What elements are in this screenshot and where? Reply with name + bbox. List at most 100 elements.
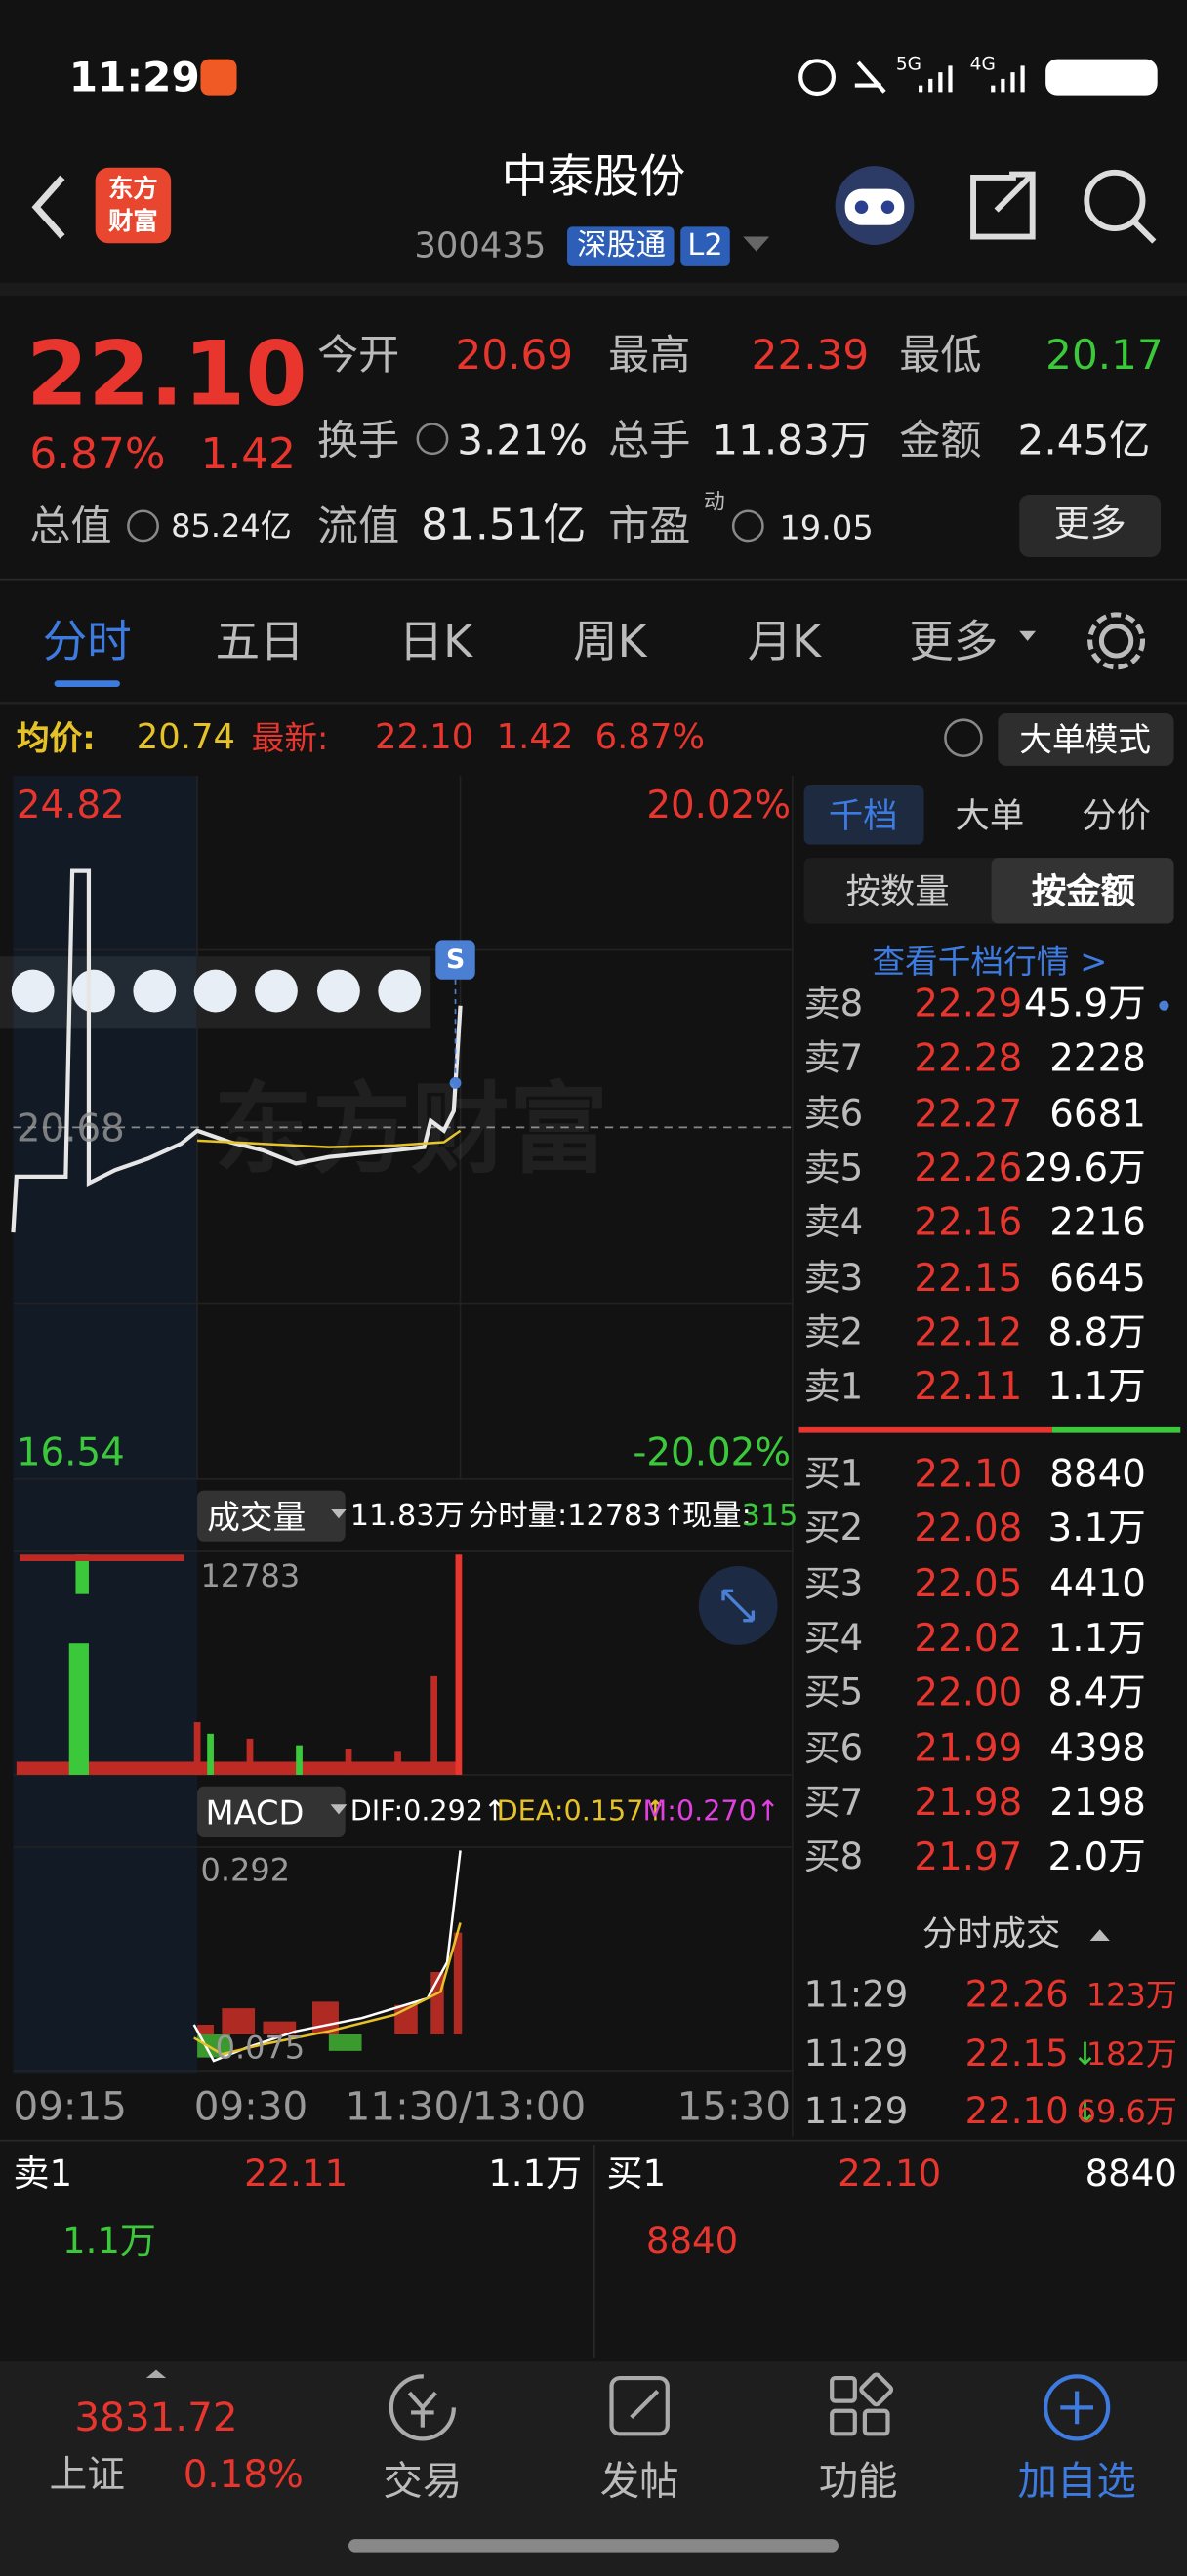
more-button-label[interactable]: 更多 bbox=[1053, 504, 1126, 546]
avg-price: 20.74 bbox=[136, 717, 236, 757]
x-axis-label: 09:30 bbox=[193, 2083, 308, 2130]
stat-label: 总值 bbox=[29, 502, 112, 550]
shape bbox=[75, 1554, 89, 1594]
bq-volume: 8840 bbox=[1085, 2153, 1177, 2196]
shape bbox=[193, 1722, 201, 1775]
book-volume: 45.9万 bbox=[1023, 983, 1146, 1026]
nav-item[interactable]: 交易 bbox=[383, 2458, 463, 2505]
bq-volume: 1.1万 bbox=[488, 2153, 583, 2196]
book-level: 买4 bbox=[803, 1618, 864, 1660]
volume-max: 12783 bbox=[200, 1558, 301, 1595]
book-sub-tab[interactable]: 按数量 bbox=[845, 871, 950, 911]
period-tab[interactable]: 五日 bbox=[215, 617, 305, 668]
latest-change: 1.42 bbox=[496, 717, 574, 757]
shape bbox=[1060, 2391, 1093, 2425]
logo-text: 财富 bbox=[108, 206, 158, 236]
nav-item[interactable]: 功能 bbox=[818, 2458, 898, 2505]
stat-value: 22.39 bbox=[751, 331, 870, 380]
book-price: 22.15 bbox=[914, 1257, 1023, 1301]
period-tab[interactable]: 分时 bbox=[42, 617, 132, 668]
period-tab[interactable]: 日K bbox=[398, 617, 472, 668]
macd-selector[interactable] bbox=[197, 1786, 346, 1837]
book-tab[interactable]: 大单 bbox=[955, 795, 1025, 836]
latest-label: 最新: bbox=[251, 717, 329, 758]
shape bbox=[1098, 624, 1134, 659]
book-price: 21.99 bbox=[914, 1727, 1023, 1770]
book-price: 22.11 bbox=[914, 1366, 1023, 1410]
period-tab[interactable]: 周K bbox=[573, 617, 647, 668]
tab-more-caret bbox=[1019, 630, 1037, 641]
logo-badge[interactable] bbox=[95, 167, 172, 244]
trade-price: 22.26 bbox=[964, 1975, 1069, 2017]
book-tab[interactable]: 千档 bbox=[828, 795, 898, 836]
more-button[interactable] bbox=[1019, 494, 1162, 557]
share-button[interactable] bbox=[970, 171, 1036, 240]
book-sub-tab[interactable]: 按金额 bbox=[1031, 871, 1135, 911]
expand-button[interactable] bbox=[698, 1566, 778, 1645]
book-tab-active bbox=[803, 785, 924, 845]
mode-button-label[interactable]: 大单模式 bbox=[1019, 719, 1151, 760]
stat-value: 20.69 bbox=[455, 331, 574, 380]
book-price: 22.10 bbox=[914, 1453, 1023, 1497]
period-tab[interactable]: 月K bbox=[747, 617, 822, 668]
macd-min: 0.075 bbox=[215, 2030, 306, 2067]
logo-text: 东方 bbox=[108, 173, 158, 203]
shape bbox=[944, 718, 983, 757]
period-tab[interactable]: 更多 bbox=[909, 617, 999, 668]
macd-selector-label[interactable]: MACD bbox=[205, 1792, 305, 1832]
bq-detail: 8840 bbox=[645, 2222, 739, 2264]
book-volume: 2198 bbox=[1049, 1782, 1146, 1825]
stat-sup: 动 bbox=[703, 490, 725, 515]
book-level: 卖2 bbox=[803, 1312, 864, 1354]
shape bbox=[919, 65, 1025, 93]
x-axis-label: 09:15 bbox=[13, 2083, 127, 2130]
book-level: 买7 bbox=[803, 1783, 864, 1825]
bq-level: 买1 bbox=[606, 2153, 667, 2196]
book-tab[interactable]: 分价 bbox=[1082, 795, 1151, 836]
change-pct: 6.87% bbox=[29, 430, 166, 480]
y-axis-label: 20.68 bbox=[16, 1107, 125, 1151]
assistant-icon[interactable] bbox=[835, 166, 915, 245]
nav-item[interactable]: 发帖 bbox=[599, 2458, 679, 2505]
status-icons bbox=[200, 59, 1158, 97]
settings-button[interactable] bbox=[1087, 612, 1146, 670]
stat-label: 今开 bbox=[317, 331, 400, 380]
bq-level: 卖1 bbox=[13, 2153, 73, 2196]
book-price: 22.05 bbox=[914, 1562, 1023, 1606]
avg-line bbox=[197, 1129, 462, 1148]
volume-selector-label[interactable]: 成交量 bbox=[207, 1497, 307, 1537]
shape bbox=[197, 1932, 463, 2035]
stat-value: 81.51亿 bbox=[421, 501, 587, 551]
shape bbox=[1087, 612, 1146, 670]
index-name: 上证 bbox=[49, 2454, 125, 2498]
nav-item[interactable]: 加自选 bbox=[1017, 2458, 1136, 2505]
x-axis-label: 15:30 bbox=[676, 2083, 792, 2130]
network-label: 4G bbox=[969, 53, 996, 75]
book-level: 卖8 bbox=[803, 984, 864, 1026]
mode-button[interactable] bbox=[998, 712, 1174, 766]
shape bbox=[731, 509, 764, 543]
book-link[interactable]: 查看千档行情 > bbox=[872, 942, 1108, 982]
trades-title[interactable]: 分时成交 bbox=[921, 1913, 1061, 1953]
book-level: 买5 bbox=[803, 1672, 864, 1714]
header-divider bbox=[0, 282, 1187, 297]
shape bbox=[430, 1675, 437, 1775]
volume-selector[interactable] bbox=[197, 1490, 346, 1542]
book-level: 买2 bbox=[803, 1509, 864, 1550]
trade-price: 22.10 bbox=[964, 2091, 1069, 2134]
shape bbox=[721, 1589, 756, 1623]
back-button[interactable] bbox=[31, 175, 65, 239]
status-time: 11:29 bbox=[68, 53, 200, 101]
dropdown-icon[interactable] bbox=[743, 236, 770, 252]
index-value[interactable]: 3831.72 bbox=[74, 2394, 238, 2441]
search-button[interactable] bbox=[1084, 169, 1157, 244]
book-volume: 8840 bbox=[1049, 1453, 1146, 1497]
marker-badge[interactable] bbox=[435, 940, 475, 980]
shape bbox=[862, 2408, 890, 2436]
book-volume: 2216 bbox=[1049, 1202, 1146, 1246]
shape bbox=[317, 969, 360, 1013]
shape bbox=[830, 2375, 857, 2403]
stat-label: 金额 bbox=[899, 416, 982, 464]
